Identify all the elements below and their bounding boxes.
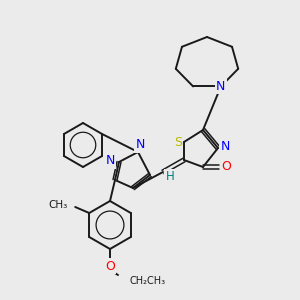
Text: N: N bbox=[216, 80, 226, 93]
Text: O: O bbox=[221, 160, 231, 173]
Text: H: H bbox=[166, 170, 174, 184]
Text: CH₂CH₃: CH₂CH₃ bbox=[130, 276, 166, 286]
Text: N: N bbox=[220, 140, 230, 154]
Text: N: N bbox=[135, 139, 145, 152]
Text: O: O bbox=[105, 260, 115, 272]
Text: CH₃: CH₃ bbox=[48, 200, 67, 210]
Text: N: N bbox=[105, 154, 115, 167]
Text: S: S bbox=[174, 136, 182, 148]
